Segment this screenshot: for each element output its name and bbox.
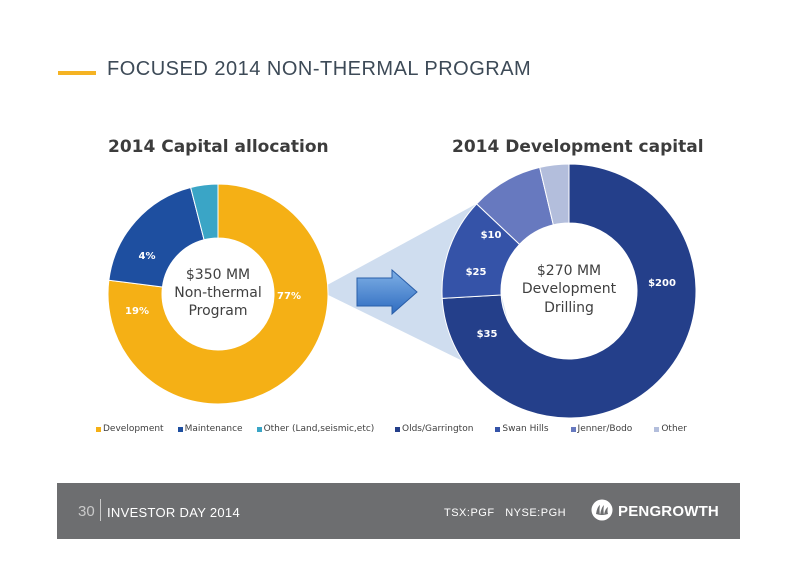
legend-item-other: Other (Land,seismic,etc): [256, 424, 374, 434]
donut2-center-label: $270 MM Development Drilling: [522, 263, 617, 316]
pengrowth-logo-text: PENGROWTH: [618, 503, 719, 520]
donut1-slice-development: [107, 183, 329, 405]
donut1-slice-maintenance: [108, 186, 205, 288]
donut2-label-swan-hills: $35: [477, 329, 498, 340]
legend-item-development: Development: [96, 424, 164, 434]
donut2-label-other: $10: [481, 230, 502, 241]
donut2-slice-other: [539, 163, 570, 226]
donut1-label-maintenance: 19%: [125, 306, 149, 317]
legend-item-swan-hills: Swan Hills: [495, 424, 549, 434]
page-title: FOCUSED 2014 NON-THERMAL PROGRAM: [107, 58, 532, 80]
donut2-center-line-3: Drilling: [544, 300, 594, 316]
pengrowth-logo-icon: [591, 499, 613, 521]
title-accent-bar: [58, 71, 96, 75]
donut1-label-other: 4%: [139, 251, 156, 262]
legend-item-maintenance: Maintenance: [177, 424, 243, 434]
ticker-symbols: TSX:PGF NYSE:PGH: [444, 507, 567, 519]
legend-development-capital: Olds/Garrington Swan Hills Jenner/Bodo O…: [395, 424, 687, 434]
page-number: 30: [78, 503, 95, 520]
footer-event-name: INVESTOR DAY 2014: [107, 505, 240, 520]
footer-bar: [57, 483, 740, 539]
legend-item-jenner-bodo: Jenner/Bodo: [570, 424, 632, 434]
donut1-slice-other-land-seismic-etc-: [190, 183, 219, 241]
chart-title-development-capital: 2014 Development capital: [452, 137, 704, 157]
right-arrow-icon: [356, 268, 418, 316]
donut2-center-line-1: $270 MM: [537, 263, 601, 279]
footer-divider: [100, 499, 101, 521]
donut1-center-line-2: Non-thermal: [174, 285, 262, 301]
legend-item-olds-garrington: Olds/Garrington: [395, 424, 473, 434]
donut2-label-olds: $200: [648, 278, 676, 289]
donut-development-capital: [441, 163, 697, 419]
donut1-center-line-3: Program: [188, 303, 247, 319]
donut1-center-line-1: $350 MM: [186, 267, 250, 283]
chart-title-capital-allocation: 2014 Capital allocation: [108, 137, 329, 157]
donut2-slice-olds-garrington: [441, 163, 697, 419]
legend-item-other: Other: [654, 424, 687, 434]
donut1-label-development: 77%: [277, 291, 301, 302]
donut2-label-jenner: $25: [466, 267, 487, 278]
legend-capital-allocation: Development Maintenance Other (Land,seis…: [96, 424, 374, 434]
donut1-center-label: $350 MM Non-thermal Program: [174, 267, 262, 319]
donut-capital-allocation: [107, 183, 329, 405]
donut2-center-line-2: Development: [522, 281, 617, 297]
